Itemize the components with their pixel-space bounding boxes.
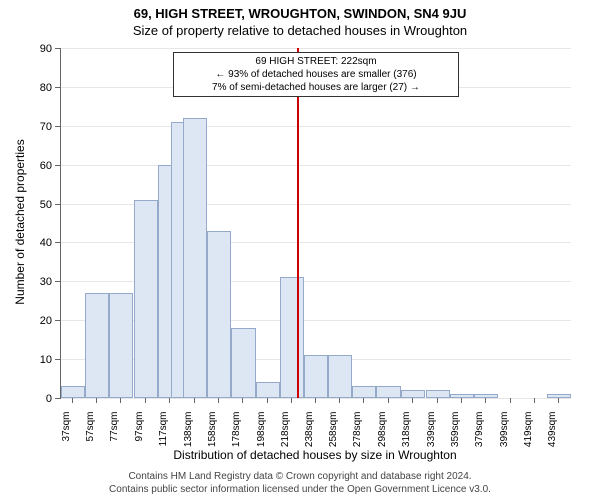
x-tick-label: 37sqm: [61, 412, 72, 454]
x-tick-mark: [534, 398, 535, 403]
x-tick-mark: [267, 398, 268, 403]
x-tick-mark: [96, 398, 97, 403]
y-tick-mark: [55, 320, 60, 321]
grid-line: [61, 165, 571, 166]
y-tick-label: 0: [0, 393, 52, 405]
x-tick-mark: [242, 398, 243, 403]
y-tick-mark: [55, 242, 60, 243]
chart-container: 69, HIGH STREET, WROUGHTON, SWINDON, SN4…: [0, 0, 600, 500]
x-tick-label: 97sqm: [134, 412, 145, 454]
y-tick-mark: [55, 359, 60, 360]
grid-line: [61, 48, 571, 49]
y-tick-label: 20: [0, 315, 52, 327]
histogram-bar: [109, 293, 133, 398]
annotation-line1: 69 HIGH STREET: 222sqm: [178, 55, 454, 68]
histogram-bar: [426, 390, 450, 398]
x-tick-label: 258sqm: [328, 412, 339, 454]
x-tick-mark: [72, 398, 73, 403]
x-tick-label: 339sqm: [426, 412, 437, 454]
x-tick-mark: [461, 398, 462, 403]
histogram-bar: [207, 231, 231, 398]
y-tick-label: 70: [0, 121, 52, 133]
histogram-bar: [304, 355, 328, 398]
histogram-bar: [280, 277, 304, 398]
x-tick-label: 419sqm: [523, 412, 534, 454]
y-tick-mark: [55, 87, 60, 88]
histogram-bar: [85, 293, 109, 398]
annotation-line2: ← 93% of detached houses are smaller (37…: [178, 68, 454, 81]
x-tick-label: 158sqm: [207, 412, 218, 454]
x-tick-mark: [363, 398, 364, 403]
x-tick-label: 57sqm: [85, 412, 96, 454]
x-tick-label: 178sqm: [231, 412, 242, 454]
title-main: 69, HIGH STREET, WROUGHTON, SWINDON, SN4…: [0, 0, 600, 21]
x-tick-label: 359sqm: [450, 412, 461, 454]
x-tick-label: 117sqm: [158, 412, 169, 454]
y-tick-mark: [55, 204, 60, 205]
plot-area: 69 HIGH STREET: 222sqm← 93% of detached …: [60, 48, 571, 399]
y-tick-label: 80: [0, 82, 52, 94]
x-tick-mark: [218, 398, 219, 403]
x-tick-label: 298sqm: [377, 412, 388, 454]
x-tick-mark: [120, 398, 121, 403]
grid-line: [61, 398, 571, 399]
annotation-box: 69 HIGH STREET: 222sqm← 93% of detached …: [173, 52, 459, 97]
y-tick-mark: [55, 126, 60, 127]
x-tick-label: 198sqm: [256, 412, 267, 454]
x-tick-mark: [437, 398, 438, 403]
histogram-bar: [328, 355, 352, 398]
x-tick-mark: [291, 398, 292, 403]
histogram-bar: [134, 200, 158, 398]
y-tick-label: 30: [0, 276, 52, 288]
histogram-bar: [474, 394, 498, 398]
y-tick-label: 90: [0, 43, 52, 55]
grid-line: [61, 126, 571, 127]
y-tick-mark: [55, 398, 60, 399]
x-tick-mark: [412, 398, 413, 403]
annotation-line3: 7% of semi-detached houses are larger (2…: [178, 81, 454, 94]
y-tick-label: 50: [0, 199, 52, 211]
x-tick-mark: [510, 398, 511, 403]
histogram-bar: [450, 394, 474, 398]
histogram-bar: [231, 328, 255, 398]
x-tick-label: 439sqm: [547, 412, 558, 454]
y-tick-mark: [55, 48, 60, 49]
x-tick-mark: [169, 398, 170, 403]
x-tick-label: 379sqm: [474, 412, 485, 454]
x-tick-mark: [558, 398, 559, 403]
x-tick-mark: [145, 398, 146, 403]
histogram-bar: [61, 386, 85, 398]
footer-line2: Contains public sector information licen…: [0, 483, 600, 496]
y-tick-label: 60: [0, 160, 52, 172]
footer-line1: Contains HM Land Registry data © Crown c…: [0, 470, 600, 483]
x-tick-label: 399sqm: [499, 412, 510, 454]
footer: Contains HM Land Registry data © Crown c…: [0, 470, 600, 496]
y-tick-label: 10: [0, 354, 52, 366]
x-tick-mark: [339, 398, 340, 403]
histogram-bar: [547, 394, 571, 398]
y-tick-mark: [55, 165, 60, 166]
histogram-bar: [352, 386, 376, 398]
x-tick-label: 278sqm: [352, 412, 363, 454]
marker-line: [297, 48, 299, 398]
x-tick-label: 318sqm: [401, 412, 412, 454]
x-tick-mark: [388, 398, 389, 403]
histogram-bar: [401, 390, 425, 398]
x-tick-mark: [485, 398, 486, 403]
x-tick-label: 138sqm: [183, 412, 194, 454]
histogram-bar: [256, 382, 280, 398]
title-sub: Size of property relative to detached ho…: [0, 21, 600, 38]
histogram-bar: [376, 386, 400, 398]
x-tick-label: 77sqm: [109, 412, 120, 454]
x-tick-label: 238sqm: [304, 412, 315, 454]
histogram-bar: [183, 118, 207, 398]
x-tick-label: 218sqm: [280, 412, 291, 454]
y-tick-label: 40: [0, 237, 52, 249]
x-tick-mark: [194, 398, 195, 403]
y-tick-mark: [55, 281, 60, 282]
x-tick-mark: [315, 398, 316, 403]
